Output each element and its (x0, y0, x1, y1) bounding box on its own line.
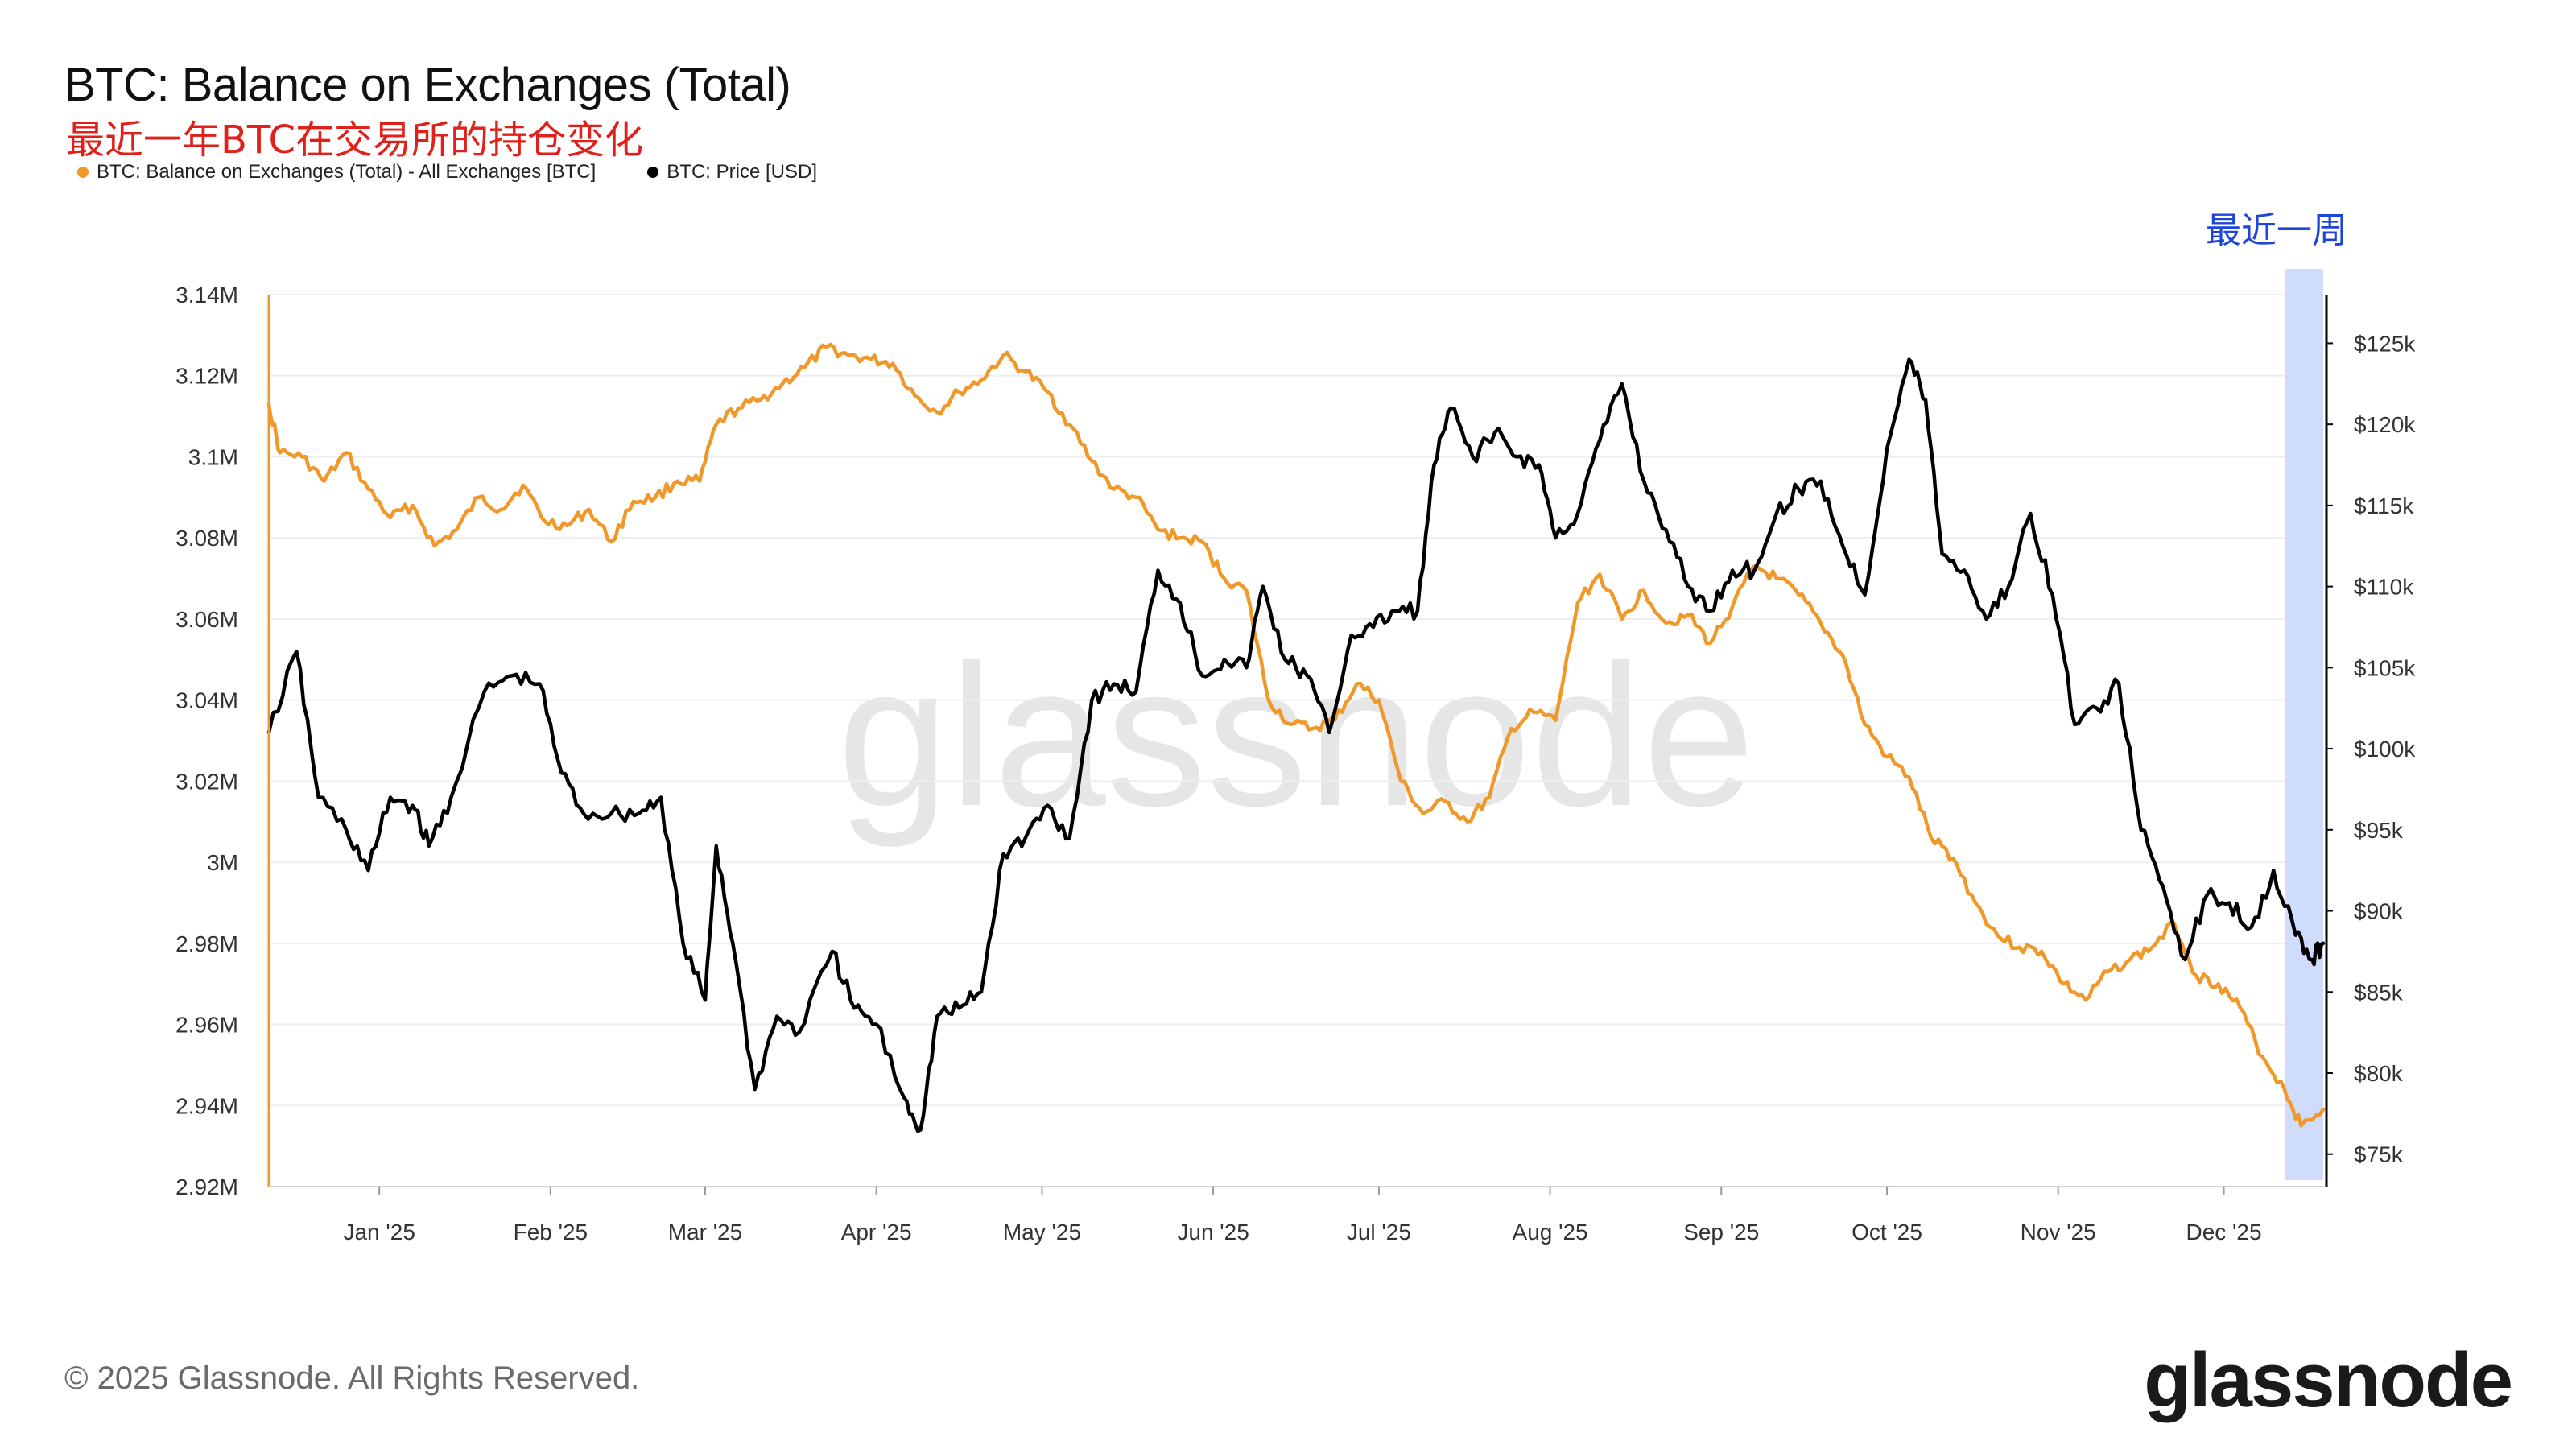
legend-item-price[interactable]: BTC: Price [USD] (647, 161, 817, 184)
left-axis-tick-label: 2.94M (175, 1093, 238, 1118)
right-axis-tick-label: $85k (2354, 980, 2404, 1005)
legend-dot-price (647, 167, 659, 178)
left-axis-tick-label: 3.14M (175, 283, 238, 308)
right-axis-tick-label: $110k (2354, 575, 2414, 600)
right-axis-tick-label: $75k (2354, 1142, 2404, 1167)
left-axis-tick-label: 3.04M (175, 688, 238, 713)
footer-brand-logo: glassnode (2144, 1337, 2513, 1423)
x-axis-tick-label: Aug '25 (1513, 1220, 1588, 1245)
right-axis-tick-label: $80k (2354, 1061, 2404, 1086)
chart-title: BTC: Balance on Exchanges (Total) (64, 59, 791, 111)
left-axis-tick-label: 2.98M (175, 931, 238, 956)
right-axis-tick-label: $105k (2354, 655, 2416, 680)
footer-copyright: © 2025 Glassnode. All Rights Reserved. (64, 1360, 640, 1396)
x-axis-tick-label: Jul '25 (1347, 1220, 1411, 1245)
price-series-line (266, 357, 2326, 1133)
x-axis-tick-label: Feb '25 (514, 1220, 588, 1245)
x-axis-tick-label: May '25 (1003, 1220, 1081, 1245)
left-axis-tick-label: 3.02M (175, 769, 238, 794)
left-axis-tick-label: 3.12M (175, 364, 238, 389)
left-axis-tick-label: 2.92M (175, 1174, 238, 1199)
left-axis-tick-label: 3M (207, 850, 238, 875)
chart-subtitle: 最近一年BTC在交易所的持仓变化 (66, 118, 643, 163)
legend-dot-balance (77, 167, 89, 178)
watermark-text: glassnode (837, 623, 1755, 848)
x-axis-tick-label: Sep '25 (1683, 1220, 1759, 1245)
left-axis-tick-label: 3.1M (188, 444, 238, 469)
x-axis-tick-label: Apr '25 (841, 1220, 912, 1245)
right-axis-tick-label: $95k (2354, 818, 2404, 843)
x-axis-tick-label: Jun '25 (1177, 1220, 1249, 1245)
right-axis-tick-label: $115k (2354, 493, 2414, 518)
legend: BTC: Balance on Exchanges (Total) - All … (77, 161, 817, 184)
recent-week-highlight (2284, 269, 2323, 1180)
x-axis-tick-label: Mar '25 (668, 1220, 743, 1245)
left-axis-tick-label: 2.96M (175, 1013, 238, 1038)
left-axis-tick-label: 3.08M (175, 526, 238, 551)
right-axis-tick-label: $125k (2354, 331, 2416, 356)
right-axis-tick-label: $90k (2354, 899, 2404, 924)
x-axis-tick-label: Dec '25 (2186, 1220, 2261, 1245)
balance-series-line (266, 342, 2326, 1128)
recent-week-label: 最近一周 (2206, 210, 2347, 251)
legend-label-balance: BTC: Balance on Exchanges (Total) - All … (97, 161, 597, 183)
x-axis-tick-label: Nov '25 (2021, 1220, 2096, 1245)
left-axis-tick-label: 3.06M (175, 607, 238, 632)
x-axis-tick-label: Jan '25 (343, 1220, 415, 1245)
legend-item-balance[interactable]: BTC: Balance on Exchanges (Total) - All … (77, 161, 596, 184)
right-axis-tick-label: $120k (2354, 412, 2416, 437)
x-axis-tick-label: Oct '25 (1852, 1220, 1922, 1245)
right-axis-tick-label: $100k (2354, 737, 2416, 762)
legend-label-price: BTC: Price [USD] (667, 161, 817, 183)
